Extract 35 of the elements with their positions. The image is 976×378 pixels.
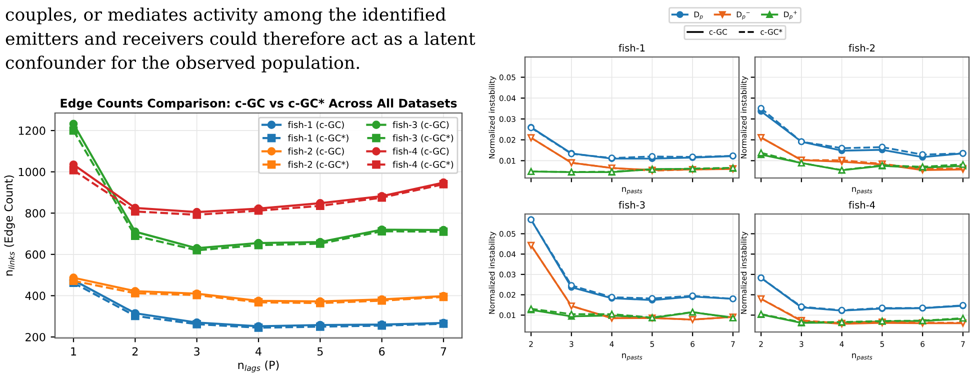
text: emitters and receivers could therefore act as a latent: [6, 32, 476, 46]
y-tick-label: 400: [25, 292, 46, 300]
x-tick-label: 4: [256, 347, 262, 356]
chart-title: fish-3: [618, 201, 645, 209]
chart-title: fish-2: [848, 44, 875, 52]
y-tick-label: 1000: [18, 168, 46, 176]
x-tick-label: 7: [440, 347, 446, 356]
y-tick-label: 1200: [18, 126, 46, 135]
y-tick-label: 800: [26, 209, 46, 218]
legend-label: fish-1 (c-GC*): [288, 134, 348, 142]
chart-title: Edge Counts Comparison: c-GC vs c-GC* Across All Datasets: [60, 98, 457, 110]
x-axis-title: n$_{pasts}$: [852, 353, 872, 361]
text: couples, or mediates activity among the identified: [6, 7, 446, 25]
x-tick-label: 1: [71, 347, 76, 356]
x-axis-title: n$_{pasts}$: [622, 353, 642, 361]
chart-title: fish-1: [618, 44, 645, 52]
x-tick-label: 5: [317, 347, 323, 356]
x-tick-label: 3: [194, 347, 200, 356]
x-tick-label: 6: [379, 347, 385, 356]
chart-title: fish-4: [848, 201, 875, 209]
legend-label: fish-1 (c-GC): [288, 121, 344, 130]
legend-label: fish-4 (c-GC): [392, 148, 449, 156]
x-axis-title: n$_{pasts}$: [852, 187, 872, 194]
x-axis-title: n$_{pasts}$: [622, 187, 642, 194]
y-tick-label: 200: [26, 332, 46, 342]
legend-label: fish-3 (c-GC): [392, 121, 449, 130]
text: confounder for the observed population.: [6, 56, 360, 72]
y-axis-title: n$_{links}$ (Edge Count): [4, 176, 15, 276]
x-axis-title: n$_{lags}$ (P): [238, 360, 279, 372]
legend-label: fish-2 (c-GC): [288, 148, 344, 156]
legend-label: fish-2 (c-GC*): [288, 160, 348, 169]
legend-label: fish-4 (c-GC*): [392, 160, 454, 169]
legend-label: fish-3 (c-GC*): [392, 134, 454, 142]
y-tick-label: 600: [26, 250, 46, 259]
x-tick-label: 2: [132, 347, 138, 356]
